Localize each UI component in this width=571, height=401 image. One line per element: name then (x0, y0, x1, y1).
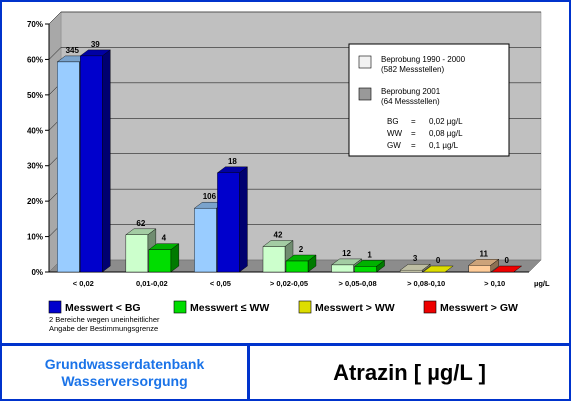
y-tick-label: 60% (27, 55, 43, 64)
data-label: 4 (162, 234, 167, 243)
bar (285, 260, 309, 273)
data-label: 345 (66, 46, 80, 55)
bar (262, 246, 286, 273)
gridline-depth (48, 47, 62, 60)
x-tick-label: > 0,05-0,08 (338, 279, 376, 288)
source-line-1: Grundwasserdatenbank (44, 355, 205, 372)
definition-key: WW (387, 129, 403, 138)
definition-key: BG (387, 117, 399, 126)
bar (80, 55, 103, 273)
data-label: 2 (299, 245, 304, 254)
bar (57, 61, 80, 273)
footnote: 2 Bereiche wegen uneinheitlicher (49, 315, 160, 324)
category-legend-label: Messwert ≤ WW (190, 302, 269, 314)
definition-eq: = (411, 117, 416, 126)
data-label: 106 (203, 192, 217, 201)
source-line-2: Wasserversorgung (61, 372, 188, 389)
y-tick-label: 70% (27, 20, 43, 29)
legend-label: Beprobung 2001 (381, 87, 441, 96)
bar (331, 264, 354, 273)
vertical-divider (247, 346, 250, 399)
definition-key: GW (387, 141, 401, 150)
data-label: 39 (91, 40, 100, 49)
footnote: Angabe der Bestimmungsgrenze (49, 324, 158, 333)
data-label: 0 (436, 256, 441, 265)
data-label: 18 (228, 157, 237, 166)
x-unit-label: µg/L (534, 279, 550, 288)
horizontal-divider (2, 343, 569, 346)
legend-label: (64 Messstellen) (381, 97, 440, 106)
bar (125, 234, 149, 273)
bar-flat (491, 265, 523, 273)
bar (194, 208, 217, 273)
y-tick-label: 30% (27, 162, 43, 171)
bar-flat (422, 265, 454, 273)
x-tick-label: > 0,10 (484, 279, 505, 288)
x-tick-label: < 0,05 (210, 279, 231, 288)
bar (148, 249, 172, 273)
data-label: 0 (504, 256, 509, 265)
bar (399, 270, 423, 273)
category-legend-swatch (298, 300, 312, 314)
bar (354, 266, 377, 273)
data-label: 42 (274, 230, 283, 239)
category-legend-swatch (173, 300, 187, 314)
bar (217, 172, 240, 273)
bar-side (102, 49, 111, 273)
legend-box (348, 43, 510, 157)
category-legend-swatch (48, 300, 62, 314)
legend-label: Beprobung 1990 - 2000 (381, 55, 466, 64)
data-label: 62 (136, 219, 145, 228)
legend-swatch (358, 87, 372, 101)
definition-value: 0,08 µg/L (429, 129, 463, 138)
data-label: 11 (479, 249, 488, 258)
legend-label: (582 Messstellen) (381, 65, 444, 74)
y-tick-label: 40% (27, 126, 43, 135)
category-legend-label: Messwert > WW (315, 302, 395, 314)
definition-value: 0,1 µg/L (429, 141, 459, 150)
y-tick-label: 50% (27, 91, 43, 100)
x-tick-label: < 0,02 (73, 279, 94, 288)
definition-eq: = (411, 141, 416, 150)
data-label: 12 (342, 249, 351, 258)
legend-swatch (358, 55, 372, 69)
definition-value: 0,02 µg/L (429, 117, 463, 126)
y-tick-label: 0% (31, 268, 43, 277)
bar-chart: 0% 10% 20% 30% 40% 50% 60% 70% 345 39 < 0,02 62 4 0,0… (27, 11, 550, 333)
source-label: Grundwasserdatenbank Wasserversorgung (2, 346, 247, 399)
bar-side (239, 166, 248, 273)
category-legend-swatch (423, 300, 437, 314)
gridline-depth (48, 11, 62, 25)
definition-eq: = (411, 129, 416, 138)
y-tick-label: 10% (27, 233, 43, 242)
chart-title: Atrazin [ µg/L ] (333, 359, 486, 385)
x-tick-label: > 0,02-0,05 (270, 279, 308, 288)
x-tick-label: 0,01-0,02 (136, 279, 168, 288)
data-label: 3 (413, 254, 418, 263)
chart-panel: 0% 10% 20% 30% 40% 50% 60% 70% 345 39 < 0,02 62 4 0,0… (4, 4, 567, 340)
x-tick-label: > 0,08-0,10 (407, 279, 445, 288)
bar (468, 265, 491, 273)
y-tick-label: 20% (27, 197, 43, 206)
category-legend-label: Messwert > GW (440, 302, 518, 314)
category-legend-label: Messwert < BG (65, 302, 141, 314)
data-label: 1 (367, 250, 372, 259)
